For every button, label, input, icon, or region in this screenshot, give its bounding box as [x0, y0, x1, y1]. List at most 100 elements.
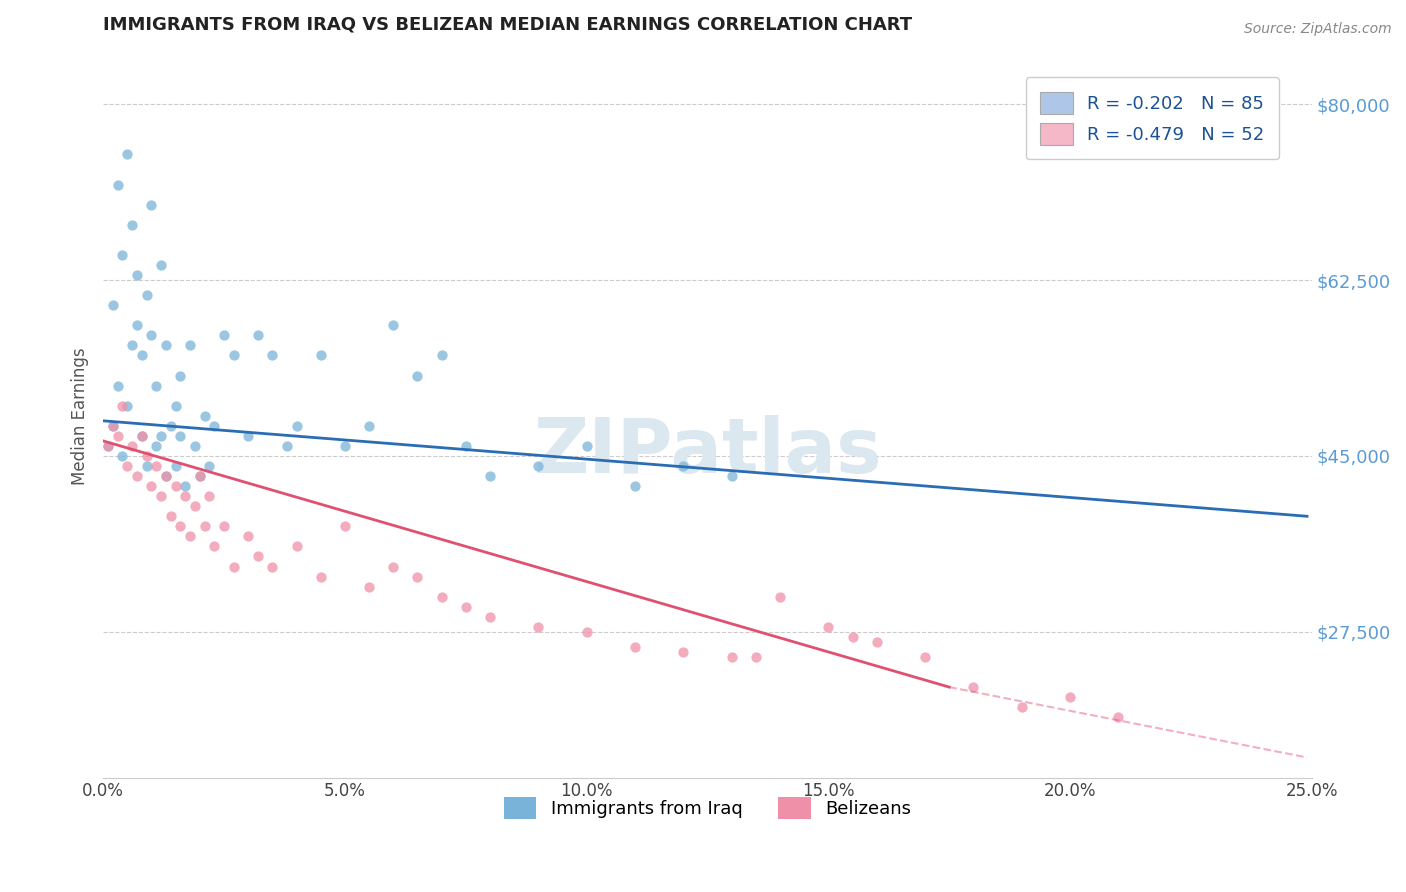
Point [309, 569, 332, 583]
Point [624, 479, 647, 493]
Point [406, 569, 429, 583]
Point [155, 338, 177, 352]
Point [131, 429, 153, 443]
Point [101, 418, 124, 433]
Text: Source: ZipAtlas.com: Source: ZipAtlas.com [1244, 22, 1392, 37]
Point [141, 328, 163, 343]
Point [165, 479, 187, 493]
Point [188, 469, 211, 483]
Point [97, 439, 120, 453]
Legend: Immigrants from Iraq, Belizeans: Immigrants from Iraq, Belizeans [496, 790, 918, 826]
Point [962, 680, 984, 694]
Point [121, 218, 143, 232]
Point [914, 650, 936, 665]
Point [107, 378, 129, 392]
Point [184, 439, 207, 453]
Point [97, 439, 120, 453]
Point [817, 620, 839, 634]
Point [117, 147, 139, 161]
Point [575, 624, 598, 639]
Point [478, 609, 501, 624]
Point [382, 559, 405, 574]
Point [184, 500, 207, 514]
Point [179, 338, 201, 352]
Point [841, 630, 863, 644]
Point [382, 318, 405, 333]
Point [222, 559, 245, 574]
Point [179, 529, 201, 543]
Point [169, 429, 191, 443]
Point [309, 349, 332, 363]
Point [769, 590, 792, 604]
Point [117, 458, 139, 473]
Point [1059, 690, 1081, 705]
Point [527, 458, 550, 473]
Point [454, 439, 477, 453]
Point [111, 399, 134, 413]
Point [1108, 710, 1130, 724]
Point [624, 640, 647, 654]
Point [150, 489, 173, 503]
Point [145, 458, 167, 473]
Point [101, 418, 124, 433]
Point [1011, 700, 1033, 714]
Point [720, 469, 742, 483]
Point [159, 509, 181, 524]
Point [246, 549, 269, 564]
Point [174, 479, 197, 493]
Point [131, 429, 153, 443]
Point [145, 439, 167, 453]
Point [125, 318, 148, 333]
Point [111, 248, 134, 262]
Point [159, 418, 181, 433]
Point [169, 368, 191, 383]
Point [155, 469, 177, 483]
Point [165, 458, 187, 473]
Point [202, 540, 225, 554]
Point [238, 429, 260, 443]
Point [101, 298, 124, 312]
Point [111, 449, 134, 463]
Text: ZIPatlas: ZIPatlas [533, 415, 882, 489]
Point [430, 590, 453, 604]
Point [107, 178, 129, 192]
Y-axis label: Median Earnings: Median Earnings [72, 347, 89, 484]
Point [145, 378, 167, 392]
Point [212, 328, 235, 343]
Point [165, 399, 187, 413]
Point [866, 635, 889, 649]
Point [276, 439, 298, 453]
Point [212, 519, 235, 533]
Point [285, 540, 308, 554]
Point [745, 650, 768, 665]
Point [430, 349, 453, 363]
Text: IMMIGRANTS FROM IRAQ VS BELIZEAN MEDIAN EARNINGS CORRELATION CHART: IMMIGRANTS FROM IRAQ VS BELIZEAN MEDIAN … [103, 15, 912, 33]
Point [198, 489, 221, 503]
Point [131, 349, 153, 363]
Point [262, 349, 284, 363]
Point [478, 469, 501, 483]
Point [121, 439, 143, 453]
Point [527, 620, 550, 634]
Point [285, 418, 308, 433]
Point [141, 198, 163, 212]
Point [357, 418, 380, 433]
Point [194, 409, 217, 423]
Point [150, 429, 173, 443]
Point [454, 599, 477, 614]
Point [188, 469, 211, 483]
Point [141, 479, 163, 493]
Point [135, 288, 157, 302]
Point [238, 529, 260, 543]
Point [135, 458, 157, 473]
Point [135, 449, 157, 463]
Point [150, 258, 173, 272]
Point [174, 489, 197, 503]
Point [202, 418, 225, 433]
Point [107, 429, 129, 443]
Point [246, 328, 269, 343]
Point [333, 519, 356, 533]
Point [169, 519, 191, 533]
Point [672, 645, 695, 659]
Point [333, 439, 356, 453]
